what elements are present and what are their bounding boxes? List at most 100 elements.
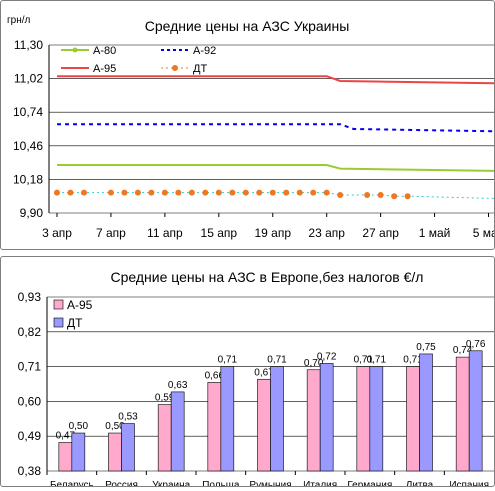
- bar-dt: [369, 366, 384, 472]
- data-point-dt: [54, 189, 60, 196]
- data-point-dt: [269, 189, 276, 196]
- x-tick-label: 15 апр: [201, 226, 238, 240]
- data-point-dt: [67, 189, 74, 196]
- category-label: Россия: [105, 480, 138, 486]
- x-tick-label: 5 май: [473, 226, 494, 240]
- y-tick-label: 11,30: [14, 38, 43, 52]
- legend-label: ДТ: [193, 63, 207, 75]
- legend-marker: [172, 65, 178, 71]
- europe-price-bar-chart: Средние цены на АЗС в Европе,без налогов…: [18, 269, 494, 491]
- data-point-dt: [242, 189, 249, 196]
- bar-value-label: 0,67: [254, 367, 274, 378]
- bar-value-label: 0,76: [466, 339, 486, 350]
- data-point-dt: [364, 192, 371, 198]
- data-point-dt: [107, 189, 114, 196]
- data-point-dt: [161, 189, 168, 196]
- y-tick-label: 0,82: [18, 325, 42, 339]
- y-tick-label: 11,02: [14, 72, 43, 86]
- bar-value-label: 0,70: [304, 358, 324, 369]
- data-point-dt: [188, 189, 195, 196]
- bar-value-label: 0,63: [168, 380, 188, 391]
- category-label: Польша: [202, 480, 240, 486]
- y-tick-label: 0,49: [18, 429, 42, 443]
- europe-fuel-price-panel: Средние цены на АЗС в Европе,без налогов…: [0, 256, 495, 491]
- y-tick-label: 0,60: [18, 394, 42, 408]
- legend-swatch: [53, 299, 64, 310]
- data-point-dt: [202, 189, 209, 196]
- bar-dt: [468, 350, 483, 472]
- y-tick-label: 0,71: [18, 360, 42, 374]
- legend-swatch: [53, 317, 64, 328]
- bar-a95: [207, 382, 222, 472]
- category-label: Испания: [449, 480, 489, 486]
- y-tick-label: 10,18: [13, 172, 43, 186]
- legend-marker: [72, 47, 78, 53]
- x-tick-label: 19 апр: [254, 226, 291, 240]
- x-tick-label: 1 май: [419, 226, 451, 240]
- data-point-dt: [148, 189, 155, 196]
- bar-value-label: 0,50: [69, 421, 89, 432]
- data-point-dt: [377, 192, 384, 198]
- category-label: Беларусь: [50, 480, 94, 486]
- data-point-dt: [121, 189, 128, 196]
- bar-dt: [270, 366, 284, 472]
- bar-dt: [220, 366, 235, 472]
- bar-dt: [71, 432, 86, 472]
- bar-a95: [157, 404, 172, 472]
- data-point-dt: [134, 189, 141, 196]
- legend-label: А-92: [193, 45, 216, 57]
- bar-a95: [108, 432, 122, 472]
- bar-value-label: 0,53: [118, 412, 138, 423]
- data-point-dt: [175, 189, 182, 196]
- data-point-dt: [404, 193, 411, 200]
- data-point-dt: [391, 193, 398, 200]
- bar-value-label: 0,71: [367, 355, 387, 366]
- y-tick-label: 10,46: [13, 139, 43, 153]
- unit-label: грн/л: [7, 15, 31, 26]
- bar-value-label: 0,50: [105, 421, 125, 432]
- bar-value-label: 0,71: [403, 355, 423, 366]
- legend-label: А-95: [93, 63, 116, 75]
- series-line-0: [57, 164, 495, 172]
- series-line-3: [57, 192, 495, 199]
- data-point-dt: [215, 189, 222, 196]
- x-tick-label: 23 апр: [308, 226, 345, 240]
- x-tick-label: 7 апр: [96, 226, 126, 240]
- bar-a95: [356, 366, 371, 472]
- data-point-dt: [80, 189, 87, 196]
- data-point-dt: [256, 189, 263, 196]
- legend-label: ДТ: [67, 316, 83, 330]
- bar-value-label: 0,71: [267, 355, 287, 366]
- category-label: Литва: [406, 480, 434, 486]
- ukraine-price-line-chart: Средние цены на АЗС Украины грн/л 9,90 10,1…: [7, 15, 495, 240]
- legend-label: А-95: [67, 298, 93, 312]
- data-point-dt: [323, 189, 330, 196]
- bar-a95: [58, 442, 73, 472]
- chart-title: Средние цены на АЗС Украины: [145, 18, 350, 34]
- bar-value-label: 0,71: [218, 355, 238, 366]
- series-line-1: [57, 123, 495, 133]
- y-tick-label: 0,93: [18, 290, 42, 304]
- ukraine-fuel-price-panel: Средние цены на АЗС Украины грн/л 9,90 10,1…: [0, 0, 495, 250]
- bar-a95: [257, 378, 271, 472]
- data-point-dt: [337, 192, 344, 198]
- x-tick-label: 27 апр: [362, 226, 399, 240]
- bar-value-label: 0,59: [155, 393, 175, 404]
- bar-value-label: 0,74: [453, 345, 473, 356]
- bar-a95: [306, 369, 321, 472]
- data-point-dt: [310, 189, 317, 196]
- bar-dt: [170, 391, 185, 472]
- x-tick-label: 3 апр: [42, 226, 72, 240]
- data-point-dt: [229, 189, 236, 196]
- bar-value-label: 0,71: [354, 355, 374, 366]
- data-point-dt: [283, 189, 290, 196]
- x-tick-label: 11 апр: [147, 226, 183, 240]
- bar-value-label: 0,66: [205, 370, 225, 381]
- chart-title: Средние цены на АЗС в Европе,без налогов…: [111, 269, 424, 285]
- bar-a95: [406, 366, 420, 472]
- bar-a95: [455, 356, 470, 472]
- category-label: Германия: [347, 480, 392, 486]
- bar-dt: [319, 363, 334, 472]
- legend-label: А-80: [93, 45, 116, 57]
- bar-value-label: 0,75: [416, 342, 436, 353]
